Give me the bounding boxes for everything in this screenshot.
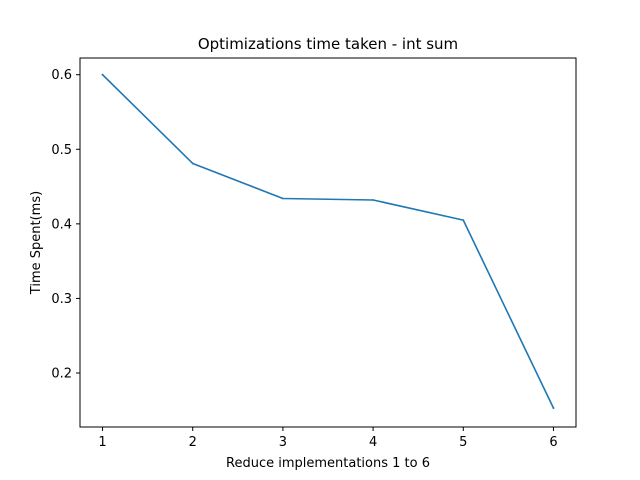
plot-area bbox=[101, 73, 555, 410]
y-axis-label: Time Spent(ms) bbox=[29, 191, 44, 295]
data-point bbox=[372, 199, 374, 201]
axes-frame bbox=[79, 57, 577, 428]
data-point bbox=[282, 197, 284, 200]
x-axis-label: Reduce implementations 1 to 6 bbox=[226, 456, 430, 471]
y-axis-ticks: 0.2 0.3 0.4 0.5 0.6 bbox=[51, 68, 80, 382]
x-tick-label: 6 bbox=[549, 435, 557, 450]
y-tick-label: 0.4 bbox=[51, 217, 72, 232]
x-tick-label: 4 bbox=[369, 435, 377, 450]
y-tick-label: 0.6 bbox=[51, 68, 72, 83]
data-point bbox=[101, 73, 104, 76]
data-point bbox=[191, 162, 194, 165]
x-tick-label: 5 bbox=[459, 435, 467, 450]
y-tick-label: 0.2 bbox=[51, 367, 72, 382]
chart-title: Optimizations time taken - int sum bbox=[198, 35, 458, 53]
data-point bbox=[552, 407, 555, 409]
y-tick-label: 0.3 bbox=[51, 292, 72, 307]
series-line bbox=[101, 73, 555, 410]
x-tick-label: 2 bbox=[189, 435, 197, 450]
x-tick-label: 1 bbox=[98, 435, 106, 450]
y-tick-label: 0.5 bbox=[51, 143, 72, 158]
x-tick-label: 3 bbox=[279, 435, 287, 450]
data-point bbox=[462, 219, 465, 222]
x-axis-ticks: 1 2 3 4 5 6 bbox=[98, 427, 558, 450]
